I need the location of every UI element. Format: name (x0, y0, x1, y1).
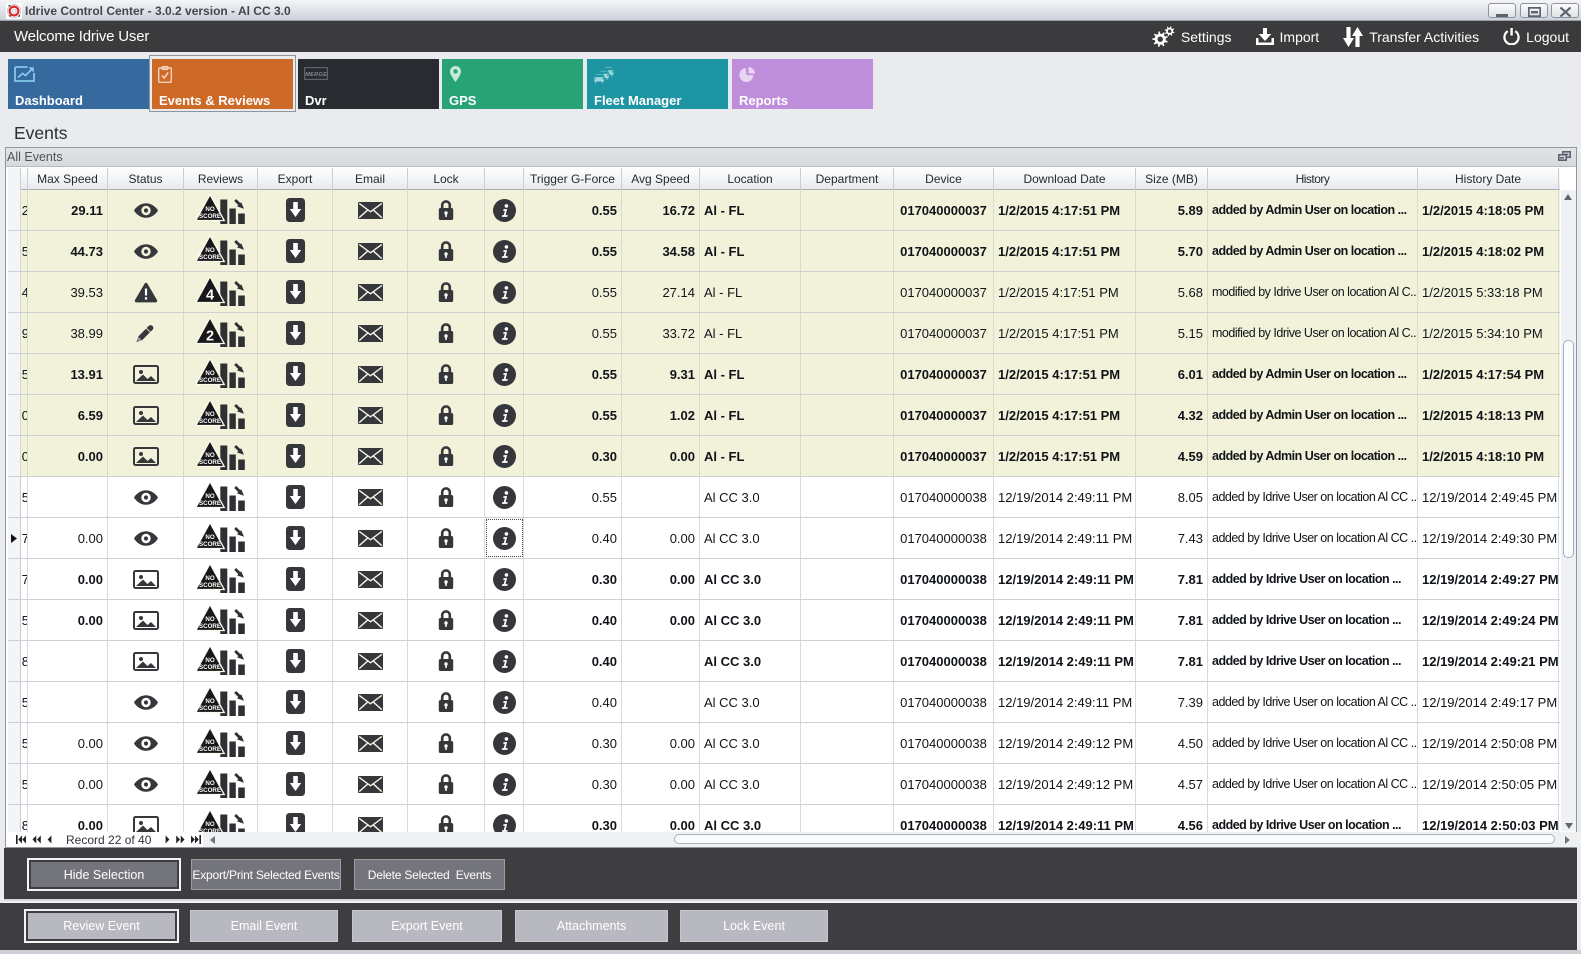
svg-text:SCORE: SCORE (199, 787, 221, 794)
svg-text:NO: NO (205, 534, 214, 541)
svg-text:SCORE: SCORE (199, 418, 221, 425)
svg-text:NO: NO (205, 370, 214, 377)
svg-text:NO: NO (205, 411, 214, 418)
svg-text:SCORE: SCORE (199, 459, 221, 466)
svg-text:NO: NO (205, 575, 214, 582)
svg-text:SCORE: SCORE (199, 828, 221, 832)
svg-text:SCORE: SCORE (199, 500, 221, 507)
svg-text:4: 4 (206, 288, 214, 304)
svg-text:NO: NO (205, 657, 214, 664)
svg-text:SCORE: SCORE (199, 541, 221, 548)
svg-text:SCORE: SCORE (199, 254, 221, 261)
svg-text:SCORE: SCORE (199, 377, 221, 384)
svg-text:SCORE: SCORE (199, 705, 221, 712)
svg-text:NO: NO (205, 821, 214, 828)
svg-text:NO: NO (205, 698, 214, 705)
svg-text:SCORE: SCORE (199, 582, 221, 589)
svg-text:NO: NO (205, 493, 214, 500)
svg-text:NO: NO (205, 452, 214, 459)
svg-text:2: 2 (206, 329, 214, 345)
svg-text:MERGE: MERGE (305, 72, 327, 78)
svg-text:SCORE: SCORE (199, 664, 221, 671)
svg-text:NO: NO (205, 247, 214, 254)
svg-text:SCORE: SCORE (199, 623, 221, 630)
svg-text:NO: NO (205, 739, 214, 746)
svg-text:SCORE: SCORE (199, 213, 221, 220)
svg-text:NO: NO (205, 206, 214, 213)
svg-text:NO: NO (205, 616, 214, 623)
svg-text:SCORE: SCORE (199, 746, 221, 753)
svg-text:NO: NO (205, 780, 214, 787)
